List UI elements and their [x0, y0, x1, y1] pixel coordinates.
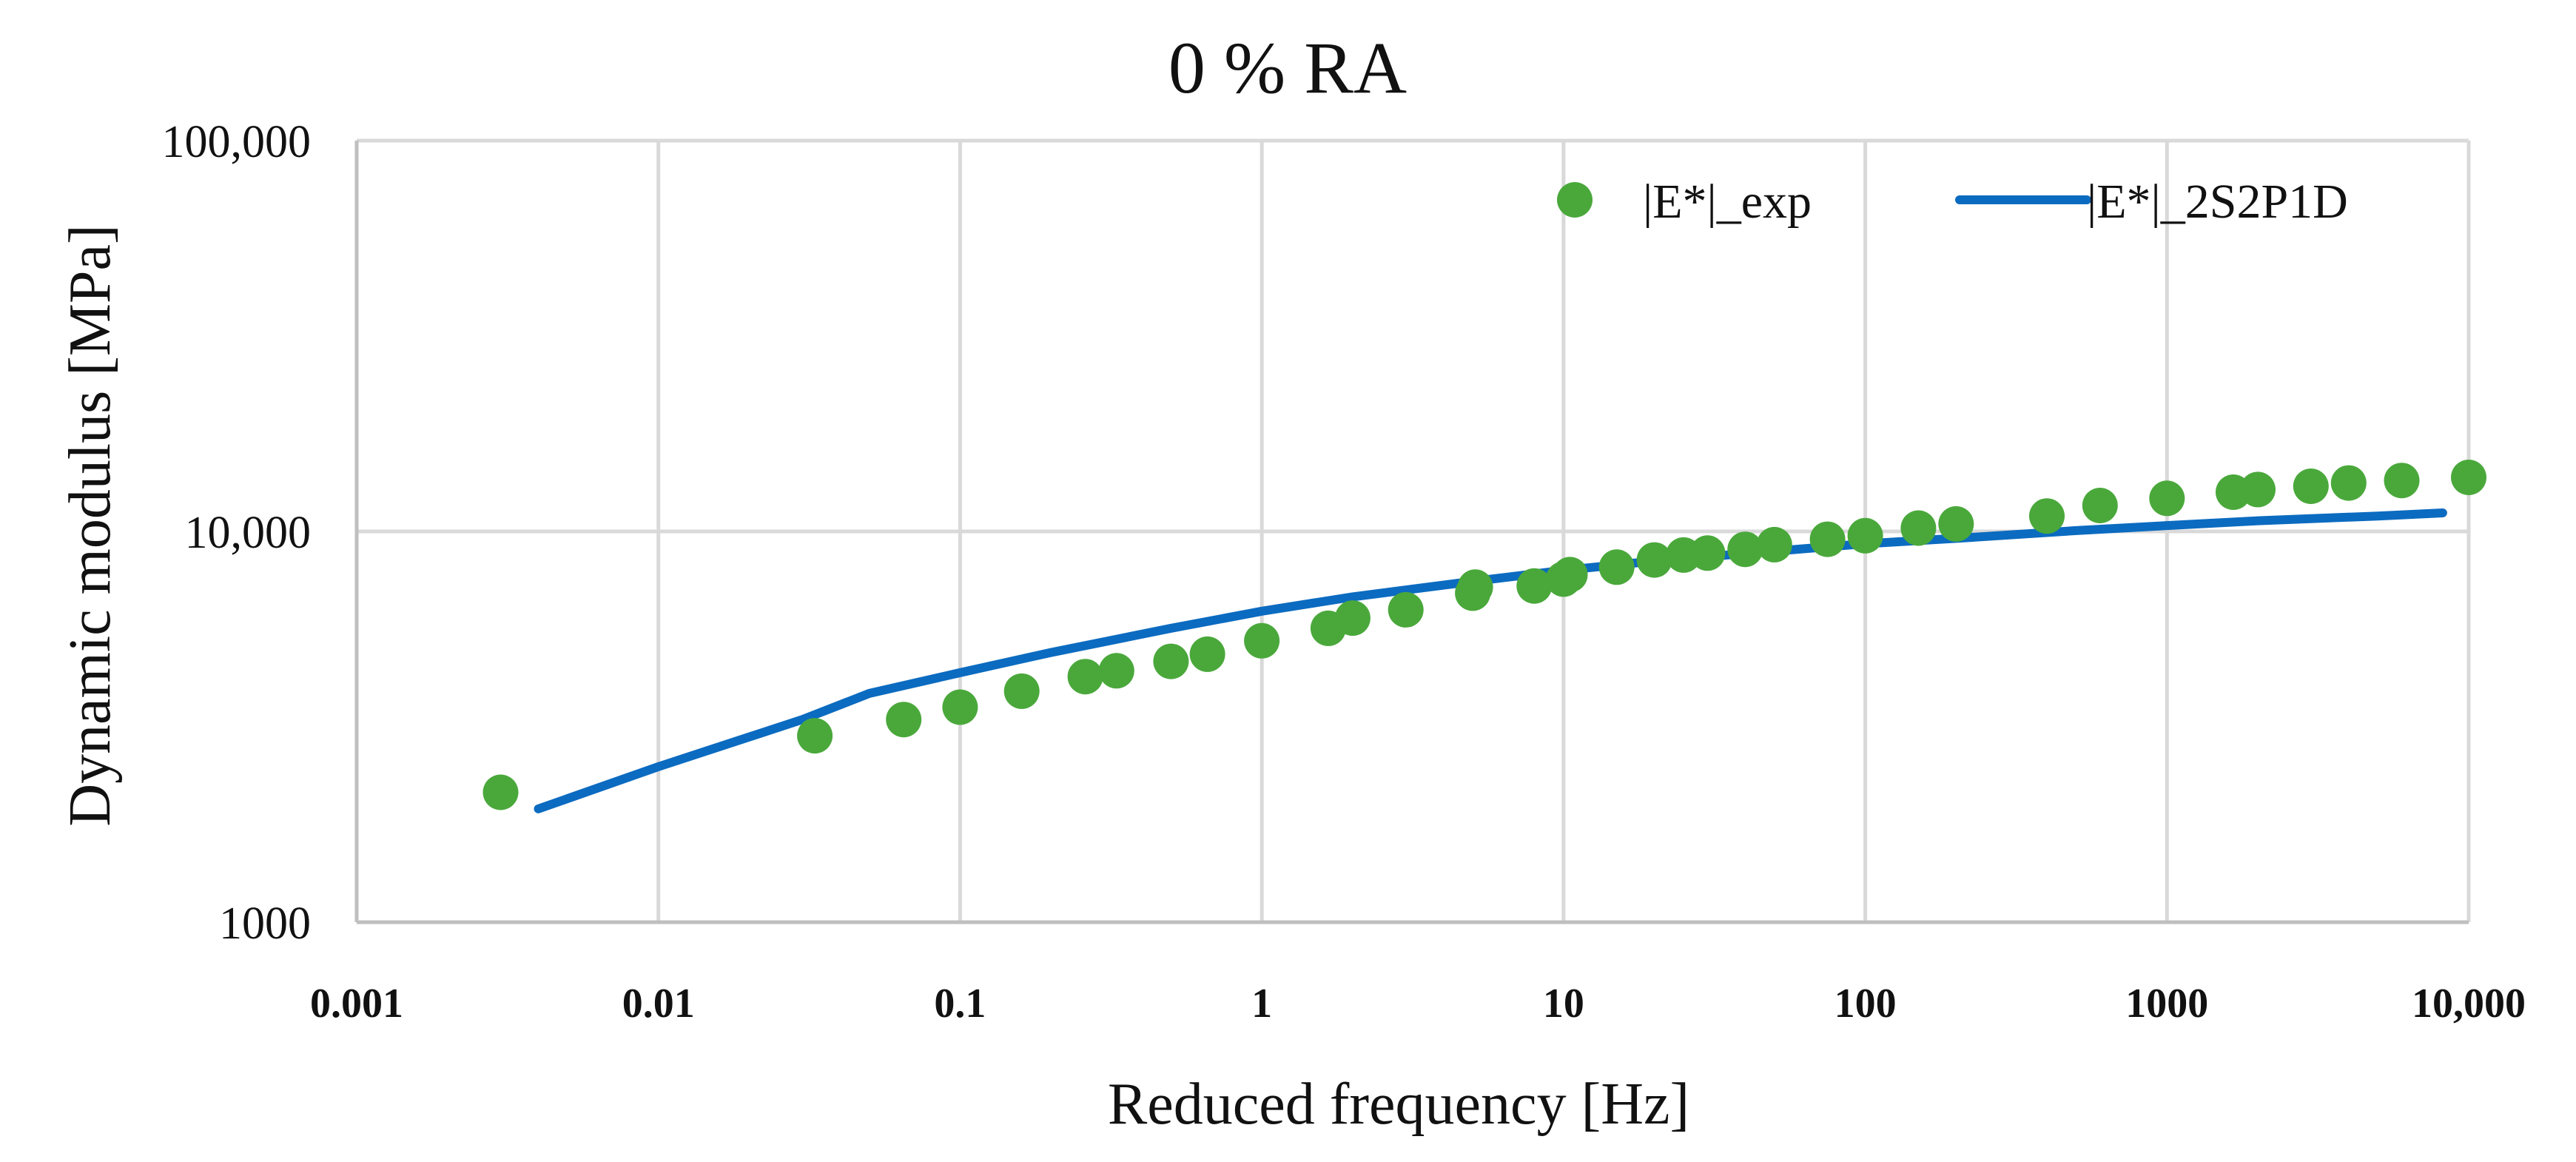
exp-data-point: [1689, 535, 1726, 571]
x-tick-label: 0.001: [310, 981, 403, 1027]
legend-exp-marker: [1557, 182, 1593, 218]
exp-data-point: [1900, 510, 1937, 546]
series-layer: [482, 460, 2486, 813]
exp-data-point: [942, 689, 978, 725]
exp-data-point: [2082, 488, 2118, 523]
chart-title: 0 % RA: [1168, 27, 1407, 109]
exp-data-point: [1938, 506, 1974, 542]
exp-data-point: [2384, 463, 2420, 499]
x-tick-label: 10,000: [2412, 981, 2526, 1027]
exp-data-point: [1388, 591, 1424, 628]
exp-data-point: [1727, 531, 1763, 568]
x-tick-label: 0.1: [934, 981, 986, 1027]
exp-data-point: [2240, 471, 2276, 508]
exp-data-point: [1189, 636, 1225, 672]
legend: |E*|_exp |E*|_2S2P1D: [1557, 175, 2348, 229]
exp-data-point: [1334, 600, 1371, 637]
x-tick-label: 0.01: [622, 981, 695, 1027]
tick-layer: 0.001 0.01 0.1 1 10 100 1000 10,000 1000 10,000 10…: [162, 117, 2526, 1027]
grid-layer: [354, 138, 2471, 924]
exp-data-point: [1098, 653, 1134, 689]
legend-model-label: |E*|_2S2P1D: [2087, 175, 2348, 229]
exp-data-point: [2029, 498, 2065, 534]
exp-data-point: [1153, 643, 1189, 679]
exp-data-point: [2293, 469, 2329, 504]
exp-data-point: [797, 718, 833, 754]
exp-data-point: [1244, 622, 1280, 659]
exp-data-point: [1457, 569, 1493, 605]
exp-data-point: [1516, 568, 1553, 604]
model-line-2s2p1d: [534, 508, 2447, 813]
exp-data-point: [1552, 557, 1588, 593]
exp-data-point: [1598, 549, 1635, 585]
exp-data-point: [1756, 526, 1792, 562]
exp-data-point: [1636, 542, 1672, 578]
exp-data-point: [886, 702, 922, 738]
x-tick-label: 1000: [2125, 981, 2208, 1027]
exp-data-point: [1067, 659, 1103, 695]
y-tick-label: 100,000: [162, 117, 312, 167]
exp-data-point: [1809, 521, 1846, 557]
x-tick-label: 1: [1251, 981, 1272, 1027]
x-tick-label: 100: [1835, 981, 1897, 1027]
exp-data-point: [1003, 673, 1040, 709]
exp-data-point: [2330, 465, 2367, 501]
exp-data-point: [1847, 517, 1883, 554]
x-axis-label: Reduced frequency [Hz]: [1108, 1072, 1689, 1137]
exp-data-point: [482, 774, 519, 810]
x-tick-label: 10: [1543, 981, 1584, 1027]
legend-exp-label: |E*|_exp: [1643, 175, 1812, 229]
y-axis-label: Dynamic modulus [MPa]: [58, 224, 123, 826]
exp-data-point: [2451, 460, 2486, 495]
exp-data-point: [2149, 480, 2185, 517]
y-tick-label: 10,000: [185, 508, 312, 558]
y-tick-label: 1000: [219, 899, 311, 949]
